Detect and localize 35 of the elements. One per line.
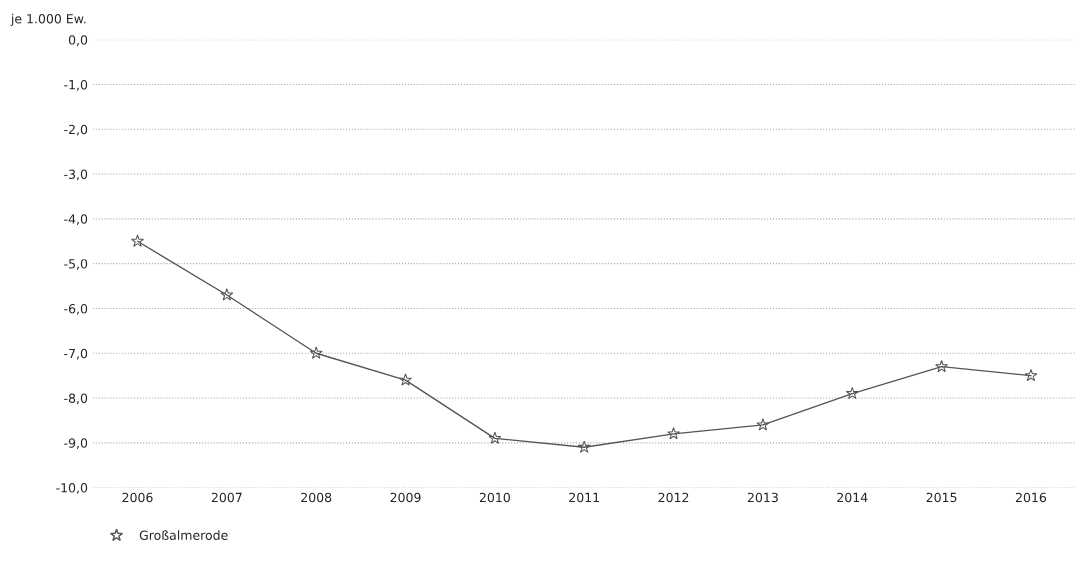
x-tick-label: 2006 bbox=[122, 492, 153, 503]
x-tick-label: 2007 bbox=[211, 492, 242, 503]
point bbox=[845, 386, 859, 400]
point bbox=[131, 234, 144, 247]
x-tick-label: 2012 bbox=[658, 492, 689, 503]
y-axis-title: je 1.000 Ew. bbox=[10, 13, 86, 26]
point bbox=[220, 288, 234, 301]
y-tick-label: -4,0 bbox=[64, 214, 88, 226]
point bbox=[399, 373, 412, 386]
point bbox=[309, 346, 323, 359]
x-tick-label: 2011 bbox=[569, 492, 599, 503]
x-tick-label: 2013 bbox=[747, 492, 778, 503]
y-tick-label: -10,0 bbox=[56, 483, 88, 494]
point bbox=[1024, 368, 1038, 382]
y-tick-label: -2,0 bbox=[64, 124, 88, 136]
point bbox=[756, 418, 770, 431]
y-tick-label: -8,0 bbox=[64, 393, 88, 405]
x-tick-label: 2014 bbox=[837, 492, 868, 503]
point bbox=[577, 440, 591, 453]
point bbox=[667, 427, 681, 440]
legend-label: Großalmerode bbox=[139, 530, 228, 540]
y-tick-label: -9,0 bbox=[64, 438, 88, 450]
y-tick-label: 0,0 bbox=[68, 35, 88, 46]
x-tick-label: 2016 bbox=[1015, 492, 1047, 503]
y-tick-label: -6,0 bbox=[64, 303, 88, 315]
y-tick-label: -3,0 bbox=[64, 169, 88, 181]
x-tick-label: 2009 bbox=[390, 492, 421, 503]
x-tick-label: 2010 bbox=[479, 492, 510, 503]
y-tick-label: -5,0 bbox=[64, 259, 88, 270]
point bbox=[488, 431, 502, 444]
point bbox=[935, 359, 949, 373]
y-tick-label: -7,0 bbox=[64, 348, 88, 360]
x-tick-label: 2008 bbox=[301, 492, 332, 503]
y-tick-label: -1,0 bbox=[64, 79, 88, 91]
x-tick-label: 2015 bbox=[926, 492, 957, 503]
